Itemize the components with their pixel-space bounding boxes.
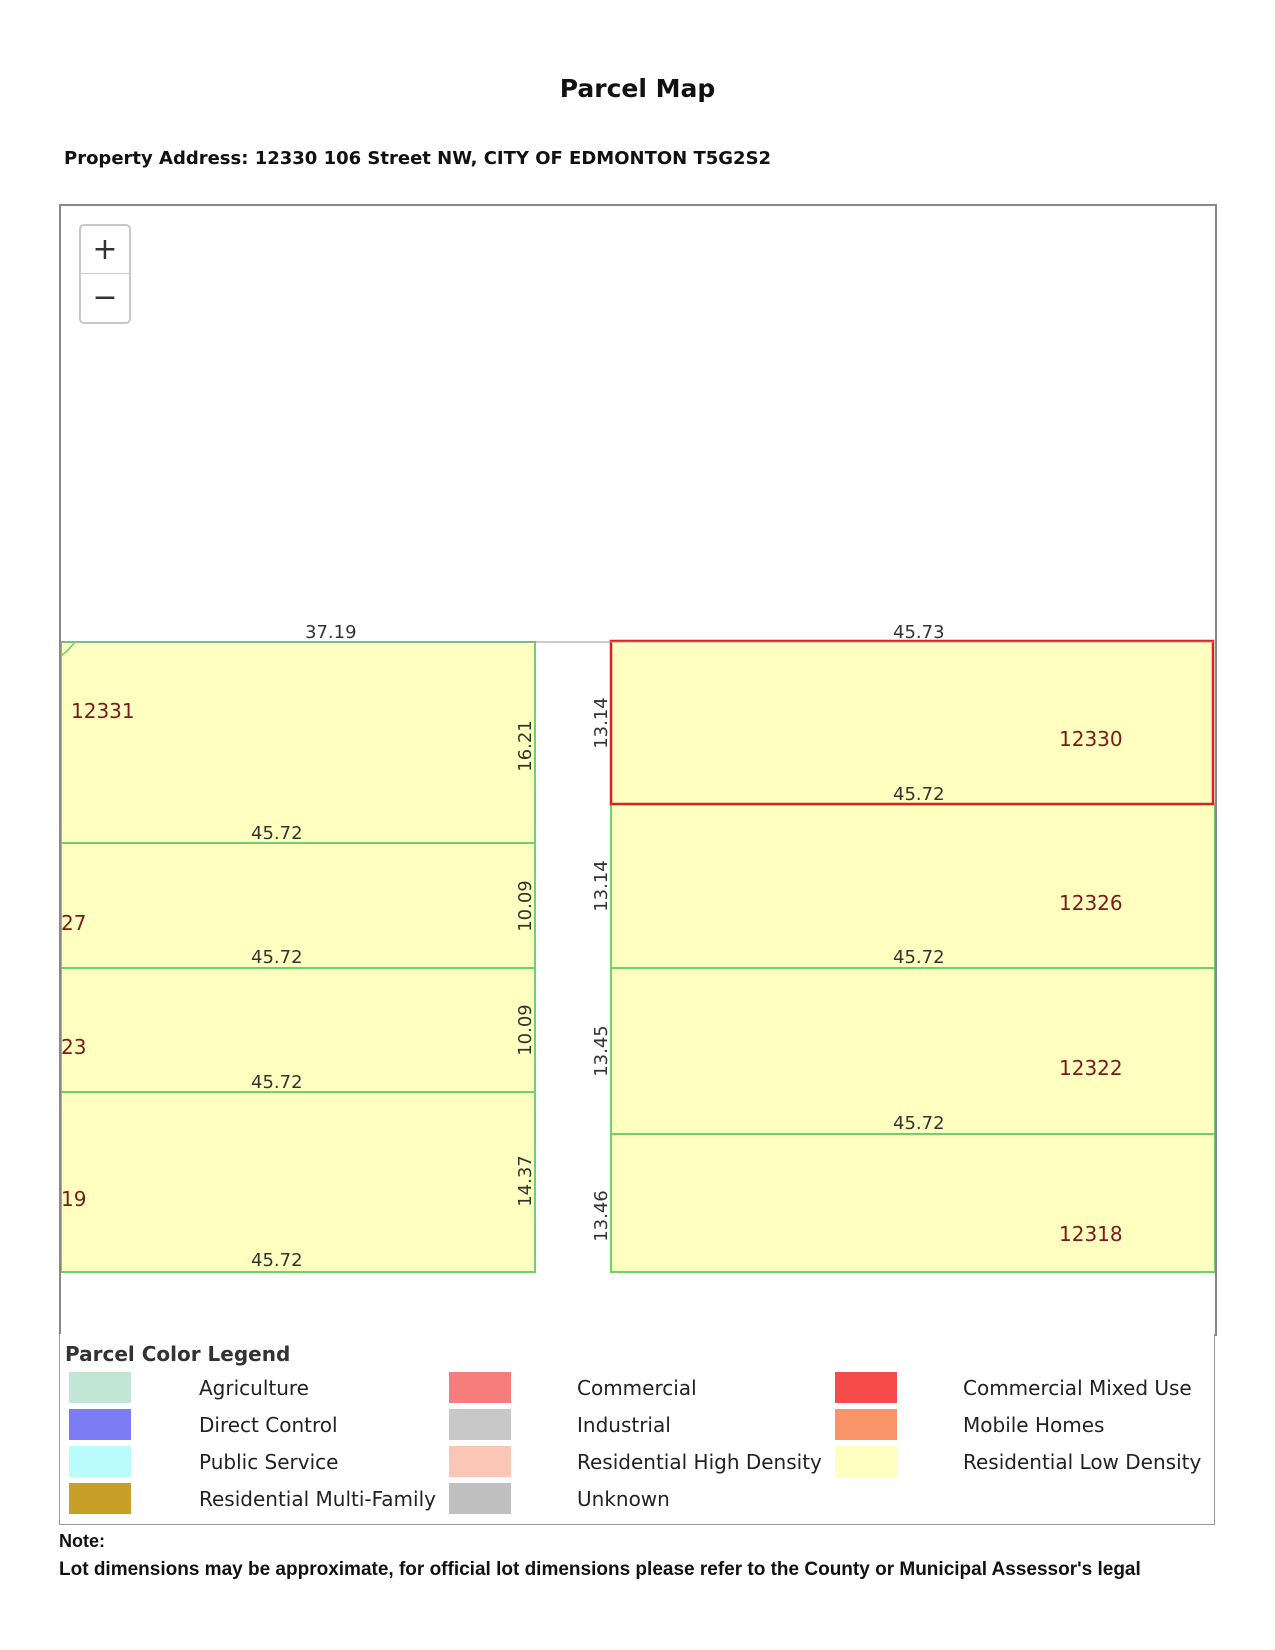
- legend-swatch: [69, 1483, 131, 1514]
- parcel-id-19: 19: [61, 1187, 86, 1211]
- dim-left-4: 45.72: [251, 1250, 303, 1271]
- legend-label: Mobile Homes: [963, 1413, 1105, 1437]
- parcel-id-23: 23: [61, 1035, 86, 1059]
- parcel-id-12318: 12318: [1059, 1222, 1123, 1246]
- dim-top-right: 45.73: [893, 622, 945, 643]
- legend-label: Commercial Mixed Use: [963, 1376, 1192, 1400]
- parcel-12326[interactable]: [610, 803, 1215, 969]
- dim-vert-right-3: 13.45: [591, 1025, 612, 1077]
- legend-swatch: [449, 1372, 511, 1403]
- dim-vert-left-3: 10.09: [515, 1004, 536, 1056]
- legend-label: Agriculture: [199, 1376, 309, 1400]
- parcel-23[interactable]: [61, 967, 536, 1093]
- parcel-12330-selected[interactable]: [609, 639, 1215, 806]
- parcel-27[interactable]: [61, 842, 536, 969]
- legend-swatch: [835, 1372, 897, 1403]
- legend-label: Public Service: [199, 1450, 339, 1474]
- dim-vert-right-1: 13.14: [591, 697, 612, 749]
- legend-label: Direct Control: [199, 1413, 338, 1437]
- dim-right-1: 45.72: [893, 784, 945, 805]
- dim-vert-left-2: 10.09: [515, 880, 536, 932]
- legend-swatch: [835, 1446, 897, 1477]
- dim-vert-right-2: 13.14: [591, 860, 612, 912]
- corner-arc: [61, 641, 76, 657]
- dim-vert-right-4: 13.46: [591, 1190, 612, 1242]
- legend-label: Residential High Density: [577, 1450, 822, 1474]
- parcel-id-12326: 12326: [1059, 891, 1123, 915]
- zoom-control: + −: [79, 224, 131, 324]
- legend-label: Industrial: [577, 1413, 671, 1437]
- legend-swatch: [69, 1409, 131, 1440]
- legend-swatch: [449, 1446, 511, 1477]
- parcel-12318[interactable]: [610, 1133, 1215, 1273]
- dim-left-2: 45.72: [251, 947, 303, 968]
- dim-right-2: 45.72: [893, 947, 945, 968]
- dim-vert-left-1: 16.21: [515, 720, 536, 772]
- dim-left-3: 45.72: [251, 1072, 303, 1093]
- page-title: Parcel Map: [559, 74, 716, 103]
- legend-label: Residential Low Density: [963, 1450, 1202, 1474]
- dim-right-3: 45.72: [893, 1113, 945, 1134]
- dim-vert-left-4: 14.37: [515, 1155, 536, 1207]
- parcel-map[interactable]: 37.19 45.73 45.72 45.72 45.72 45.72 45.7…: [59, 204, 1217, 1336]
- legend-title: Parcel Color Legend: [65, 1342, 291, 1366]
- property-address: Property Address: 12330 106 Street NW, C…: [64, 148, 772, 169]
- legend-swatch: [449, 1409, 511, 1440]
- legend-label: Commercial: [577, 1376, 697, 1400]
- legend-swatch: [69, 1372, 131, 1403]
- parcel-id-12322: 12322: [1059, 1056, 1123, 1080]
- parcel-12322[interactable]: [610, 967, 1215, 1135]
- map-canvas[interactable]: 37.19 45.73 45.72 45.72 45.72 45.72 45.7…: [61, 206, 1215, 1334]
- legend-swatch: [835, 1409, 897, 1440]
- parcel-12331[interactable]: [61, 641, 536, 844]
- legend-label: Unknown: [577, 1487, 670, 1511]
- zoom-out-button[interactable]: −: [92, 280, 118, 315]
- dim-left-1: 45.72: [251, 823, 303, 844]
- legend-swatch: [69, 1446, 131, 1477]
- note-text: Lot dimensions may be approximate, for o…: [59, 1559, 1141, 1580]
- legend-swatch: [449, 1483, 511, 1514]
- zoom-in-button[interactable]: +: [81, 226, 129, 274]
- parcel-id-27: 27: [61, 911, 86, 935]
- parcel-id-12331: 12331: [71, 699, 135, 723]
- parcel-legend: Parcel Color Legend Agriculture Commerci…: [59, 1334, 1215, 1525]
- dim-top-left: 37.19: [305, 622, 357, 643]
- parcel-19[interactable]: [61, 1091, 536, 1273]
- note-title: Note:: [59, 1531, 105, 1551]
- parcel-id-12330: 12330: [1059, 727, 1123, 751]
- legend-label: Residential Multi-Family: [199, 1487, 436, 1511]
